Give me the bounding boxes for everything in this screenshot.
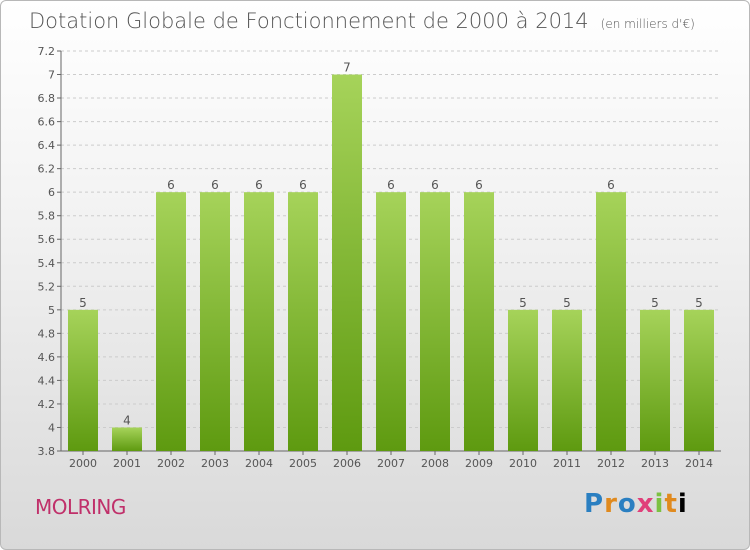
bar-2000 xyxy=(68,309,98,451)
bar-2011 xyxy=(552,309,582,451)
data-label-2002: 6 xyxy=(167,178,175,192)
chart-title-text: Dotation Globale de Fonctionnement de 20… xyxy=(29,9,589,33)
y-tick-label: 6.6 xyxy=(38,116,56,129)
y-tick-label: 6.4 xyxy=(38,139,56,152)
data-label-2006: 7 xyxy=(343,61,351,75)
y-tick-label: 4 xyxy=(48,421,55,434)
y-tick-label: 4.2 xyxy=(38,398,56,411)
bar-2014 xyxy=(684,309,714,451)
proxiti-logo: Proxiti xyxy=(584,489,688,519)
data-label-2012: 6 xyxy=(607,178,615,192)
bar-2010 xyxy=(508,309,538,451)
y-tick-label: 6 xyxy=(48,186,55,199)
y-tick-label: 5.8 xyxy=(38,210,56,223)
data-label-2011: 5 xyxy=(563,296,571,310)
x-tick-label-2000: 2000 xyxy=(69,457,97,470)
logo-letter: P xyxy=(584,489,605,519)
bar-2003 xyxy=(200,192,230,452)
logo-letter: i xyxy=(677,489,688,519)
x-tick-label-2004: 2004 xyxy=(245,457,273,470)
y-tick-label: 4.4 xyxy=(38,374,56,387)
x-tick-label-2008: 2008 xyxy=(421,457,449,470)
data-label-2007: 6 xyxy=(387,178,395,192)
bar-2013 xyxy=(640,309,670,451)
x-tick-label-2014: 2014 xyxy=(685,457,713,470)
bars xyxy=(68,74,714,452)
y-tick-label: 5.6 xyxy=(38,233,56,246)
x-tick-label-2013: 2013 xyxy=(641,457,669,470)
data-label-2004: 6 xyxy=(255,178,263,192)
x-tick-label-2011: 2011 xyxy=(553,457,581,470)
x-tick-label-2005: 2005 xyxy=(289,457,317,470)
bar-2007 xyxy=(376,192,406,452)
x-tick-label-2006: 2006 xyxy=(333,457,361,470)
data-label-2013: 5 xyxy=(651,296,659,310)
x-tick-label-2007: 2007 xyxy=(377,457,405,470)
y-tick-label: 5.4 xyxy=(38,257,56,270)
bar-2009 xyxy=(464,192,494,452)
bar-2002 xyxy=(156,192,186,452)
logo-letter: t xyxy=(664,489,678,519)
data-label-2005: 6 xyxy=(299,178,307,192)
bar-2006 xyxy=(332,74,362,451)
x-tick-label-2002: 2002 xyxy=(157,457,185,470)
data-label-2010: 5 xyxy=(519,296,527,310)
data-label-2001: 4 xyxy=(123,413,131,427)
bar-2004 xyxy=(244,192,274,452)
y-tick-label: 7.2 xyxy=(38,45,56,58)
data-labels: 5 4 6 6 6 6 7 6 6 6 5 5 6 5 5 xyxy=(79,61,703,428)
x-tick-label-2010: 2010 xyxy=(509,457,537,470)
y-tick-label: 5 xyxy=(48,304,55,317)
logo-letter: r xyxy=(604,489,618,519)
x-tick-label-2003: 2003 xyxy=(201,457,229,470)
data-label-2014: 5 xyxy=(695,296,703,310)
data-label-2003: 6 xyxy=(211,178,219,192)
y-tick-label: 6.2 xyxy=(38,163,56,176)
y-tick-label: 3.8 xyxy=(38,445,56,458)
data-label-2008: 6 xyxy=(431,178,439,192)
y-tick-label: 7 xyxy=(48,69,55,82)
y-tick-label: 5.2 xyxy=(38,280,56,293)
y-tick-label: 4.6 xyxy=(38,351,56,364)
y-tick-label: 6.8 xyxy=(38,92,56,105)
x-tick-labels: 2000 2001 2002 2003 2004 2005 2006 2007 2008 2009… xyxy=(69,457,713,470)
x-tick-label-2009: 2009 xyxy=(465,457,493,470)
logo-letter: x xyxy=(636,489,655,519)
logo-letter: o xyxy=(617,489,637,519)
data-label-2000: 5 xyxy=(79,296,87,310)
chart-title: Dotation Globale de Fonctionnement de 20… xyxy=(29,9,695,33)
x-tick-label-2012: 2012 xyxy=(597,457,625,470)
bar-2005 xyxy=(288,192,318,452)
logo-letter: i xyxy=(654,489,665,519)
bar-2012 xyxy=(596,192,626,452)
bar-2008 xyxy=(420,192,450,452)
x-tick-label-2001: 2001 xyxy=(113,457,141,470)
place-name: MOLRING xyxy=(35,495,126,519)
y-tick-label: 4.8 xyxy=(38,327,56,340)
chart-unit: (en milliers d'€) xyxy=(600,17,695,31)
y-tick-labels: 3.8 4 4.2 4.4 4.6 4.8 5 5.2 5.4 5.6 5.8 6 6.2 6.4 6.6 6… xyxy=(38,45,56,458)
bar-2001 xyxy=(112,427,142,451)
data-label-2009: 6 xyxy=(475,178,483,192)
